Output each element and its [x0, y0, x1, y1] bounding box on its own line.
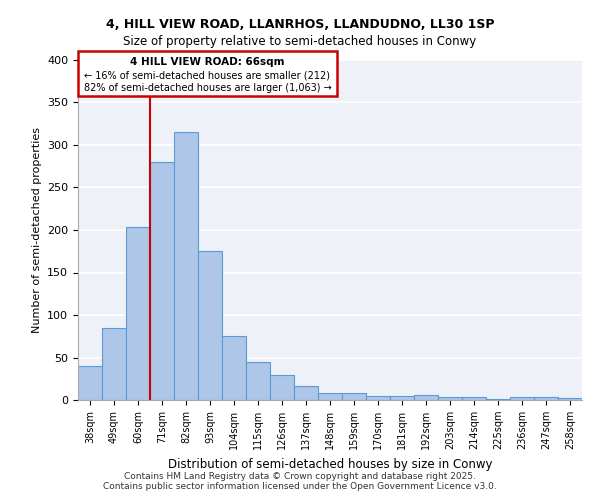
Bar [246, 362, 270, 400]
Bar [126, 228, 150, 400]
Text: Size of property relative to semi-detached houses in Conwy: Size of property relative to semi-detach… [124, 35, 476, 48]
Text: Contains HM Land Registry data © Crown copyright and database right 2025.
Contai: Contains HM Land Registry data © Crown c… [103, 472, 497, 491]
Bar [438, 396, 462, 400]
Bar [102, 328, 126, 400]
Bar [486, 399, 510, 400]
Bar [510, 398, 534, 400]
Text: 4, HILL VIEW ROAD, LLANRHOS, LLANDUDNO, LL30 1SP: 4, HILL VIEW ROAD, LLANRHOS, LLANDUDNO, … [106, 18, 494, 30]
Bar [462, 398, 486, 400]
Bar [390, 396, 414, 400]
Bar [342, 393, 366, 400]
Bar [294, 386, 318, 400]
FancyBboxPatch shape [78, 52, 337, 96]
Bar [366, 396, 390, 400]
Bar [222, 336, 246, 400]
Bar [78, 366, 102, 400]
Bar [558, 398, 582, 400]
Bar [174, 132, 198, 400]
Bar [270, 374, 294, 400]
Text: ← 16% of semi-detached houses are smaller (212): ← 16% of semi-detached houses are smalle… [84, 70, 330, 80]
X-axis label: Distribution of semi-detached houses by size in Conwy: Distribution of semi-detached houses by … [168, 458, 492, 470]
Text: 4 HILL VIEW ROAD: 66sqm: 4 HILL VIEW ROAD: 66sqm [130, 58, 285, 68]
Bar [534, 398, 558, 400]
Text: 82% of semi-detached houses are larger (1,063) →: 82% of semi-detached houses are larger (… [84, 83, 332, 93]
Bar [150, 162, 174, 400]
Bar [198, 251, 222, 400]
Y-axis label: Number of semi-detached properties: Number of semi-detached properties [32, 127, 41, 333]
Bar [414, 395, 438, 400]
Bar [318, 393, 342, 400]
